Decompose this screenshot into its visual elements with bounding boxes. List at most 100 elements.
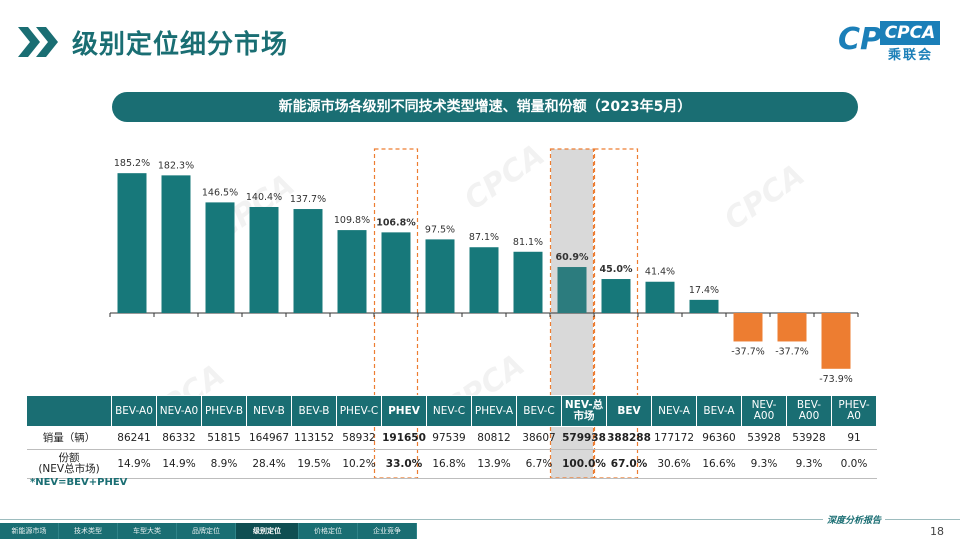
data-label-PHEV: 106.8% (376, 217, 416, 228)
footer-tab-5[interactable]: 级别定位 (236, 523, 299, 539)
table-corner-cell (26, 395, 112, 427)
table-cell: 177172 (651, 426, 697, 450)
data-table: BEV-A0 NEV-A0 PHEV-B NEV-B BEV-B PHEV-C PHEV NE… (26, 395, 877, 479)
bar-NEV-C (425, 239, 455, 313)
table-cell: 16.8% (426, 449, 472, 479)
bar-PHEV-C (337, 230, 367, 313)
data-label-BEV-A00: -37.7% (775, 346, 809, 357)
table-cell: 6.7% (516, 449, 562, 479)
bar-PHEV-A (469, 247, 499, 313)
bar-NEV-A (645, 281, 675, 313)
data-label-BEV-A: 17.4% (689, 285, 719, 296)
table-cell: 16.6% (696, 449, 742, 479)
table-row: 销量（辆） 86241 86332 51815 164967 113152 58932 191… (26, 426, 877, 450)
bar-NEV-总市场 (557, 267, 587, 313)
data-label-PHEV-C: 109.8% (334, 215, 370, 226)
bar-BEV (601, 279, 631, 313)
table-header-PHEV: PHEV (381, 395, 427, 427)
table-cell: 191650 (381, 426, 427, 450)
bar-BEV-A (689, 299, 719, 313)
table-cell: 96360 (696, 426, 742, 450)
data-label-PHEV-A0: -73.9% (819, 374, 853, 385)
bar-BEV-A0 (117, 173, 147, 313)
table-cell: 164967 (246, 426, 292, 450)
table-header-NEV-C: NEV-C (426, 395, 472, 427)
table-cell: 86241 (111, 426, 157, 450)
bar-NEV-A0 (161, 175, 191, 313)
table-header-PHEV-A: PHEV-A (471, 395, 517, 427)
data-label-PHEV-B: 146.5% (202, 187, 238, 198)
table-cell: 14.9% (111, 449, 157, 479)
chevron-double-icon (18, 27, 58, 57)
table-header-BEV-A0: BEV-A0 (111, 395, 157, 427)
table-header-BEV-A00: BEV- A00 (786, 395, 832, 427)
footer-nav: 新能源市场 技术类型 车型大类 品牌定位 级别定位 价格定位 企业竞争 (0, 523, 417, 539)
table-cell: 8.9% (201, 449, 247, 479)
table-cell: 14.9% (156, 449, 202, 479)
table-cell: 19.5% (291, 449, 337, 479)
table-header-BEV: BEV (606, 395, 652, 427)
watermark: CPCA (458, 137, 552, 218)
table-cell: 13.9% (471, 449, 517, 479)
logo: CPCA (880, 21, 940, 45)
table-cell: 80812 (471, 426, 517, 450)
bar-BEV-B (293, 209, 323, 313)
chart-title: 新能源市场各级别不同技术类型增速、销量和份额（2023年5月） (112, 92, 858, 122)
bar-BEV-C (513, 251, 543, 313)
table-header-BEV-C: BEV-C (516, 395, 562, 427)
table-row-label: 份额 (NEV总市场) (26, 449, 112, 479)
table-header-row: BEV-A0 NEV-A0 PHEV-B NEV-B BEV-B PHEV-C PHEV NE… (26, 395, 877, 427)
table-cell: 113152 (291, 426, 337, 450)
data-label-PHEV-A: 87.1% (469, 232, 499, 243)
page-number: 18 (930, 525, 944, 538)
bar-PHEV (381, 232, 411, 313)
table-header-PHEV-C: PHEV-C (336, 395, 382, 427)
bar-PHEV-A0 (821, 313, 851, 369)
data-label-BEV-C: 81.1% (513, 237, 543, 248)
watermark: CPCA (718, 157, 812, 238)
table-cell: 38607 (516, 426, 562, 450)
table-cell: 86332 (156, 426, 202, 450)
footer-tab-6[interactable]: 价格定位 (299, 523, 358, 539)
table-cell: 97539 (426, 426, 472, 450)
bar-NEV-A00 (733, 313, 763, 342)
data-label-NEV-A: 41.4% (645, 267, 675, 278)
footer-slogan: 深度分析报告 (823, 513, 886, 526)
table-header-BEV-A: BEV-A (696, 395, 742, 427)
table-cell: 10.2% (336, 449, 382, 479)
footnote: *NEV=BEV+PHEV (30, 477, 128, 488)
logo-subtitle: 乘联会 (888, 48, 934, 63)
footer-tab-3[interactable]: 车型大类 (118, 523, 177, 539)
bar-BEV-A00 (777, 313, 807, 342)
table-header-NEV-总市场: NEV-总 市场 (561, 395, 607, 427)
table-row-label: 销量（辆） (26, 426, 112, 450)
footer-tab-1[interactable]: 新能源市场 (0, 523, 59, 539)
table-header-NEV-B: NEV-B (246, 395, 292, 427)
data-label-BEV: 45.0% (600, 264, 633, 275)
table-cell: 579938 (561, 426, 607, 450)
footer-tab-4[interactable]: 品牌定位 (177, 523, 236, 539)
table-header-NEV-A00: NEV- A00 (741, 395, 787, 427)
table-header-BEV-B: BEV-B (291, 395, 337, 427)
footer-tab-2[interactable]: 技术类型 (59, 523, 118, 539)
watermark: CPCA (208, 167, 302, 248)
table-cell: 100.0% (561, 449, 607, 479)
table-cell: 33.0% (381, 449, 427, 479)
table-cell: 51815 (201, 426, 247, 450)
data-label-NEV-C: 97.5% (425, 224, 455, 235)
table-header-NEV-A: NEV-A (651, 395, 697, 427)
data-label-NEV-A00: -37.7% (731, 346, 765, 357)
data-label-NEV-A0: 182.3% (158, 160, 194, 171)
table-header-NEV-A0: NEV-A0 (156, 395, 202, 427)
data-label-NEV-总市场: 60.9% (556, 252, 589, 263)
table-cell: 53928 (741, 426, 787, 450)
page-title: 级别定位细分市场 (72, 30, 289, 60)
table-cell: 53928 (786, 426, 832, 450)
data-label-BEV-A0: 185.2% (114, 158, 150, 169)
table-cell: 30.6% (651, 449, 697, 479)
logo-mark: CP (838, 22, 883, 57)
table-cell: 0.0% (831, 449, 877, 479)
footer-tab-7[interactable]: 企业竞争 (358, 523, 417, 539)
table-header-PHEV-B: PHEV-B (201, 395, 247, 427)
table-cell: 28.4% (246, 449, 292, 479)
